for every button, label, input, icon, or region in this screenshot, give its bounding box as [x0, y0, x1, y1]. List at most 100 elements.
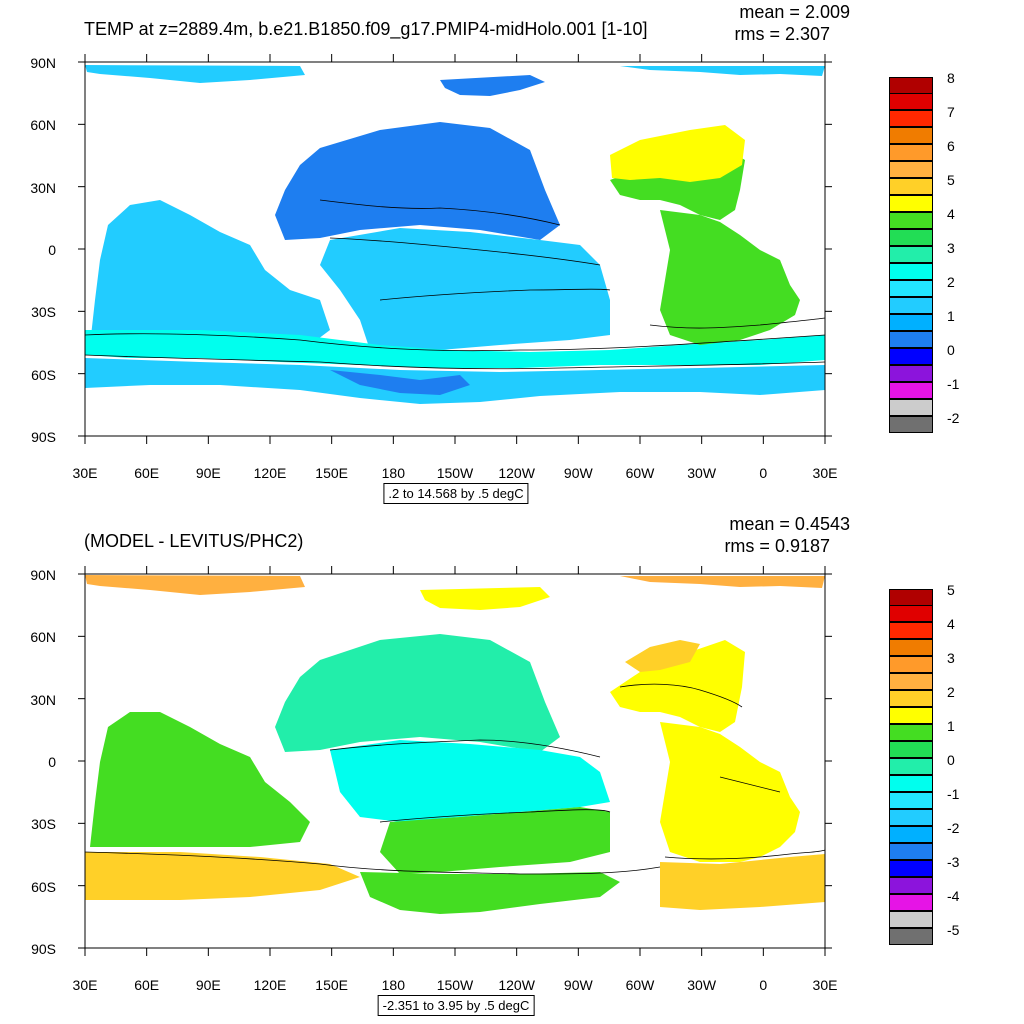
- top-y-tick-label: 30S: [31, 304, 56, 321]
- bottom-tick-marks: [78, 566, 832, 956]
- top-colorbar-label: 6: [947, 138, 955, 154]
- top-colorbar-box: [889, 314, 933, 331]
- top-x-tick-label: 120W: [498, 465, 535, 481]
- top-y-tick-label: 30N: [30, 179, 56, 196]
- top-x-tick-label: 120E: [253, 465, 287, 481]
- bottom-colorbar-label: 2: [947, 684, 955, 700]
- bottom-colorbar-box: [889, 622, 933, 639]
- bottom-colorbar-label: -1: [947, 786, 960, 802]
- top-contour-lines: [84, 199, 826, 370]
- bottom-colorbar-box: [889, 775, 933, 792]
- bottom-contour-info: -2.351 to 3.95 by .5 degC: [377, 995, 535, 1016]
- bottom-colorbar-label: -3: [947, 854, 960, 870]
- top-colorbar-box: [889, 127, 933, 144]
- top-colorbar-label: 5: [947, 172, 955, 188]
- bottom-contour-1: [329, 739, 601, 758]
- top-contour-info: .2 to 14.568 by .5 degC: [383, 483, 529, 504]
- top-colorbar-label: 4: [947, 206, 955, 222]
- top-x-tick-label: 60E: [134, 465, 160, 481]
- top-contour-2: [329, 237, 601, 266]
- top-panel: TEMP at z=2889.4m, b.e21.B1850.f09_g17.P…: [30, 2, 960, 504]
- top-region-arctic: [85, 65, 305, 83]
- top-x-tick-label: 30W: [687, 465, 717, 481]
- top-y-tick-label: 90N: [30, 55, 56, 71]
- bottom-y-tick-label: 90S: [31, 941, 56, 957]
- bottom-x-tick-label: 120E: [253, 977, 287, 993]
- bottom-panel: (MODEL - LEVITUS/PHC2) mean = 0.4543 rms…: [0, 512, 1024, 1024]
- top-x-tick-label: 0: [759, 465, 768, 481]
- bottom-colorbar-box: [889, 707, 933, 724]
- bottom-colorbar-box: [889, 690, 933, 707]
- bottom-ocean-fill: [85, 575, 825, 914]
- bottom-x-tick-label: 30W: [687, 977, 717, 993]
- top-colorbar-label: 3: [947, 240, 955, 256]
- bottom-region-tropical-pacific: [330, 740, 610, 822]
- top-contour-4: [84, 333, 826, 352]
- top-mean-label: mean = 2.009: [739, 2, 850, 22]
- top-region-south-atlantic: [660, 210, 800, 345]
- bottom-axes: [78, 566, 832, 956]
- top-colorbar-box: [889, 348, 933, 365]
- bottom-region-southern-ocean: [360, 872, 620, 914]
- bottom-y-tick-label: 30N: [30, 691, 56, 708]
- top-axes: [78, 54, 832, 444]
- bottom-colorbar-label: -2: [947, 820, 960, 836]
- top-rms-label: rms = 2.307: [734, 24, 830, 44]
- bottom-map-plot: [78, 566, 832, 956]
- bottom-y-tick-label: 60S: [31, 878, 56, 895]
- bottom-contour-6: [664, 849, 826, 860]
- bottom-colorbar-label: 0: [947, 752, 955, 768]
- bottom-x-tick-label: 90W: [563, 977, 593, 993]
- bottom-chart-title: (MODEL - LEVITUS/PHC2): [84, 531, 304, 551]
- top-colorbar-label: -1: [947, 376, 960, 392]
- top-colorbar-label: 2: [947, 274, 955, 290]
- top-x-tick-label: 30E: [72, 465, 98, 481]
- bottom-colorbar-box: [889, 894, 933, 911]
- top-region-southern-band: [85, 330, 825, 368]
- bottom-region-south-atlantic: [660, 722, 800, 862]
- top-y-tick-label: 90S: [31, 429, 56, 445]
- top-x-tick-label: 150E: [315, 465, 348, 481]
- top-colorbar-box: [889, 280, 933, 297]
- bottom-x-tick-label: 150E: [315, 977, 348, 993]
- bottom-colorbar-box: [889, 860, 933, 877]
- top-colorbar-label: 1: [947, 308, 955, 324]
- bottom-contour-4: [619, 683, 743, 708]
- bottom-y-tick-label: 60N: [30, 629, 56, 646]
- bottom-contour-3: [84, 851, 661, 875]
- bottom-colorbar-box: [889, 809, 933, 826]
- top-map-plot: [78, 54, 832, 444]
- bottom-colorbar-label: -4: [947, 888, 960, 904]
- top-colorbar-box: [889, 93, 933, 110]
- bottom-colorbar-label: 3: [947, 650, 955, 666]
- bottom-colorbar-box: [889, 792, 933, 809]
- top-colorbar-box: [889, 161, 933, 178]
- top-x-tick-label: 90E: [195, 465, 221, 481]
- bottom-colorbar-box: [889, 605, 933, 622]
- bottom-x-tick-label: 60W: [625, 977, 655, 993]
- bottom-x-tick-label: 30E: [812, 977, 838, 993]
- top-x-tick-label: 60W: [625, 465, 655, 481]
- top-colorbar-box: [889, 416, 933, 433]
- bottom-mean-label: mean = 0.4543: [729, 514, 850, 534]
- top-y-tick-label: 60S: [31, 366, 56, 383]
- bottom-colorbar-box: [889, 877, 933, 894]
- top-colorbar-box: [889, 195, 933, 212]
- top-colorbar-box: [889, 144, 933, 161]
- top-colorbar-box: [889, 263, 933, 280]
- bottom-colorbar-box: [889, 911, 933, 928]
- top-colorbar-box: [889, 77, 933, 94]
- top-tick-marks: [78, 54, 832, 444]
- top-y-tick-label: 60N: [30, 117, 56, 134]
- bottom-contour-5: [719, 776, 781, 793]
- bottom-y-tick-label: 90N: [30, 567, 56, 583]
- bottom-colorbar-box: [889, 724, 933, 741]
- top-colorbar-box: [889, 178, 933, 195]
- bottom-region-indian: [90, 712, 310, 847]
- top-colorbar-box: [889, 246, 933, 263]
- bottom-colorbar-box: [889, 639, 933, 656]
- bottom-x-tick-label: 120W: [498, 977, 535, 993]
- bottom-colorbar-box: [889, 589, 933, 606]
- top-colorbar-box: [889, 331, 933, 348]
- bottom-region-southern-band: [85, 852, 360, 900]
